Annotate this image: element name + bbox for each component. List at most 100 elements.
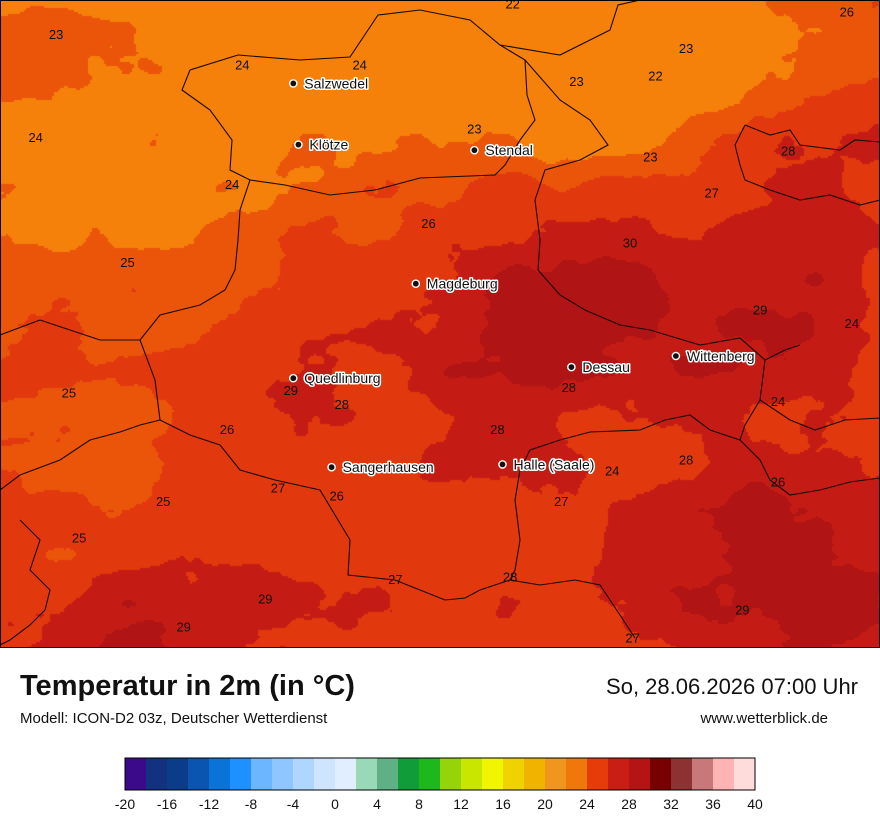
temperature-map xyxy=(0,0,880,648)
temperature-label: 22 xyxy=(648,69,662,84)
scale-swatch xyxy=(524,758,546,790)
temperature-label: 25 xyxy=(156,494,170,509)
city-marker[interactable]: Sangerhausen xyxy=(327,458,435,477)
scale-swatch xyxy=(545,758,567,790)
city-label: Stendal xyxy=(485,142,532,158)
temperature-label: 27 xyxy=(704,186,718,201)
city-dot xyxy=(470,145,479,155)
scale-swatch xyxy=(146,758,168,790)
city-label: Quedlinburg xyxy=(304,370,380,386)
city-marker[interactable]: Magdeburg xyxy=(411,274,499,293)
border-line xyxy=(509,59,766,581)
scale-swatch xyxy=(503,758,525,790)
temperature-label: 29 xyxy=(753,302,767,317)
city-marker[interactable]: Klötze xyxy=(294,135,350,154)
border-line xyxy=(739,439,880,496)
scale-swatch xyxy=(587,758,609,790)
city-dot xyxy=(294,140,303,149)
scale-tick-label: -16 xyxy=(157,796,177,812)
temperature-label: 23 xyxy=(643,149,657,164)
scale-swatch xyxy=(713,758,735,790)
border-line xyxy=(181,54,251,181)
city-dot xyxy=(567,362,576,372)
map-overlay: 22 26 23 24 24 23 22 23 24 23 23 28 24 27 26 30 25 29 24 25… xyxy=(0,0,880,648)
scale-swatch xyxy=(167,758,189,790)
temperature-label: 23 xyxy=(679,41,693,56)
temperature-label: 23 xyxy=(467,122,481,137)
scale-tick-label: 12 xyxy=(453,796,469,812)
border-line xyxy=(0,319,41,336)
temperature-label: 24 xyxy=(225,177,239,192)
temperature-label: 28 xyxy=(562,380,576,395)
temperature-labels: 22 26 23 24 24 23 22 23 24 23 23 28 24 27 26 30 25 29 24 25… xyxy=(28,0,859,645)
scale-swatch xyxy=(251,758,273,790)
region-borders xyxy=(0,0,880,646)
temperature-label: 25 xyxy=(72,530,86,545)
scale-swatch xyxy=(335,758,357,790)
city-label: Magdeburg xyxy=(427,276,498,292)
city-marker[interactable]: Salzwedel xyxy=(288,74,370,93)
website-link[interactable]: www.wetterblick.de xyxy=(700,710,828,727)
scale-frame xyxy=(124,757,756,791)
temperature-label: 23 xyxy=(569,74,583,89)
temperature-label: 28 xyxy=(679,452,693,467)
forecast-datetime: So, 28.06.2026 07:00 Uhr xyxy=(606,674,858,699)
city-marker[interactable]: Stendal xyxy=(470,141,534,160)
city-label: Sangerhausen xyxy=(343,459,434,475)
scale-swatch xyxy=(398,758,420,790)
scale-swatch xyxy=(650,758,672,790)
scale-tick-label: 24 xyxy=(579,796,595,812)
city-marker[interactable]: Quedlinburg xyxy=(288,369,382,388)
scale-swatch xyxy=(566,758,588,790)
scale-swatch xyxy=(230,758,252,790)
border-line xyxy=(0,419,161,491)
border-line xyxy=(0,519,51,646)
scale-swatch xyxy=(461,758,483,790)
city-label: Wittenberg xyxy=(687,348,755,364)
scale-tick-label: 0 xyxy=(331,796,339,812)
city-dot xyxy=(288,373,298,383)
scale-swatch xyxy=(314,758,336,790)
city-marker[interactable]: Wittenberg xyxy=(671,347,756,366)
city-dot xyxy=(327,462,336,472)
city-label: Dessau xyxy=(582,359,629,375)
temperature-label: 24 xyxy=(352,58,366,73)
scale-swatch xyxy=(209,758,231,790)
temperature-label: 22 xyxy=(505,0,519,11)
scale-swatch xyxy=(125,758,147,790)
temperature-label: 27 xyxy=(271,480,285,495)
scale-swatch xyxy=(629,758,651,790)
temperature-label: 24 xyxy=(845,316,859,331)
temperature-label: 28 xyxy=(781,144,795,159)
temperature-label: 29 xyxy=(258,592,272,607)
scale-swatch xyxy=(188,758,210,790)
temperature-label: 25 xyxy=(120,255,134,270)
city-label: Klötze xyxy=(309,137,348,153)
scale-swatch xyxy=(671,758,693,790)
scale-tick-label: -12 xyxy=(199,796,219,812)
city-label: Halle (Saale) xyxy=(514,456,595,472)
scale-swatch xyxy=(608,758,630,790)
city-dot xyxy=(671,351,681,361)
temperature-label: 24 xyxy=(28,130,42,145)
temperature-label: 24 xyxy=(771,394,785,409)
border-line xyxy=(744,124,880,151)
scale-swatch xyxy=(272,758,294,790)
temperature-label: 26 xyxy=(771,475,785,490)
city-marker[interactable]: Halle (Saale) xyxy=(498,455,596,474)
city-marker[interactable]: Dessau xyxy=(567,358,631,377)
scale-tick-label: 36 xyxy=(705,796,721,812)
scale-swatch xyxy=(482,758,504,790)
border-line xyxy=(139,9,636,639)
temperature-label: 27 xyxy=(554,494,568,509)
scale-swatch xyxy=(692,758,714,790)
temperature-label: 24 xyxy=(235,58,249,73)
border-line xyxy=(764,344,801,361)
city-dot xyxy=(411,279,421,289)
scale-tick-label: 8 xyxy=(415,796,423,812)
temperature-label: 26 xyxy=(421,216,435,231)
temperature-label: 26 xyxy=(220,422,234,437)
temperature-label: 29 xyxy=(176,619,190,634)
scale-swatch xyxy=(734,758,756,790)
temperature-label: 30 xyxy=(623,236,637,251)
